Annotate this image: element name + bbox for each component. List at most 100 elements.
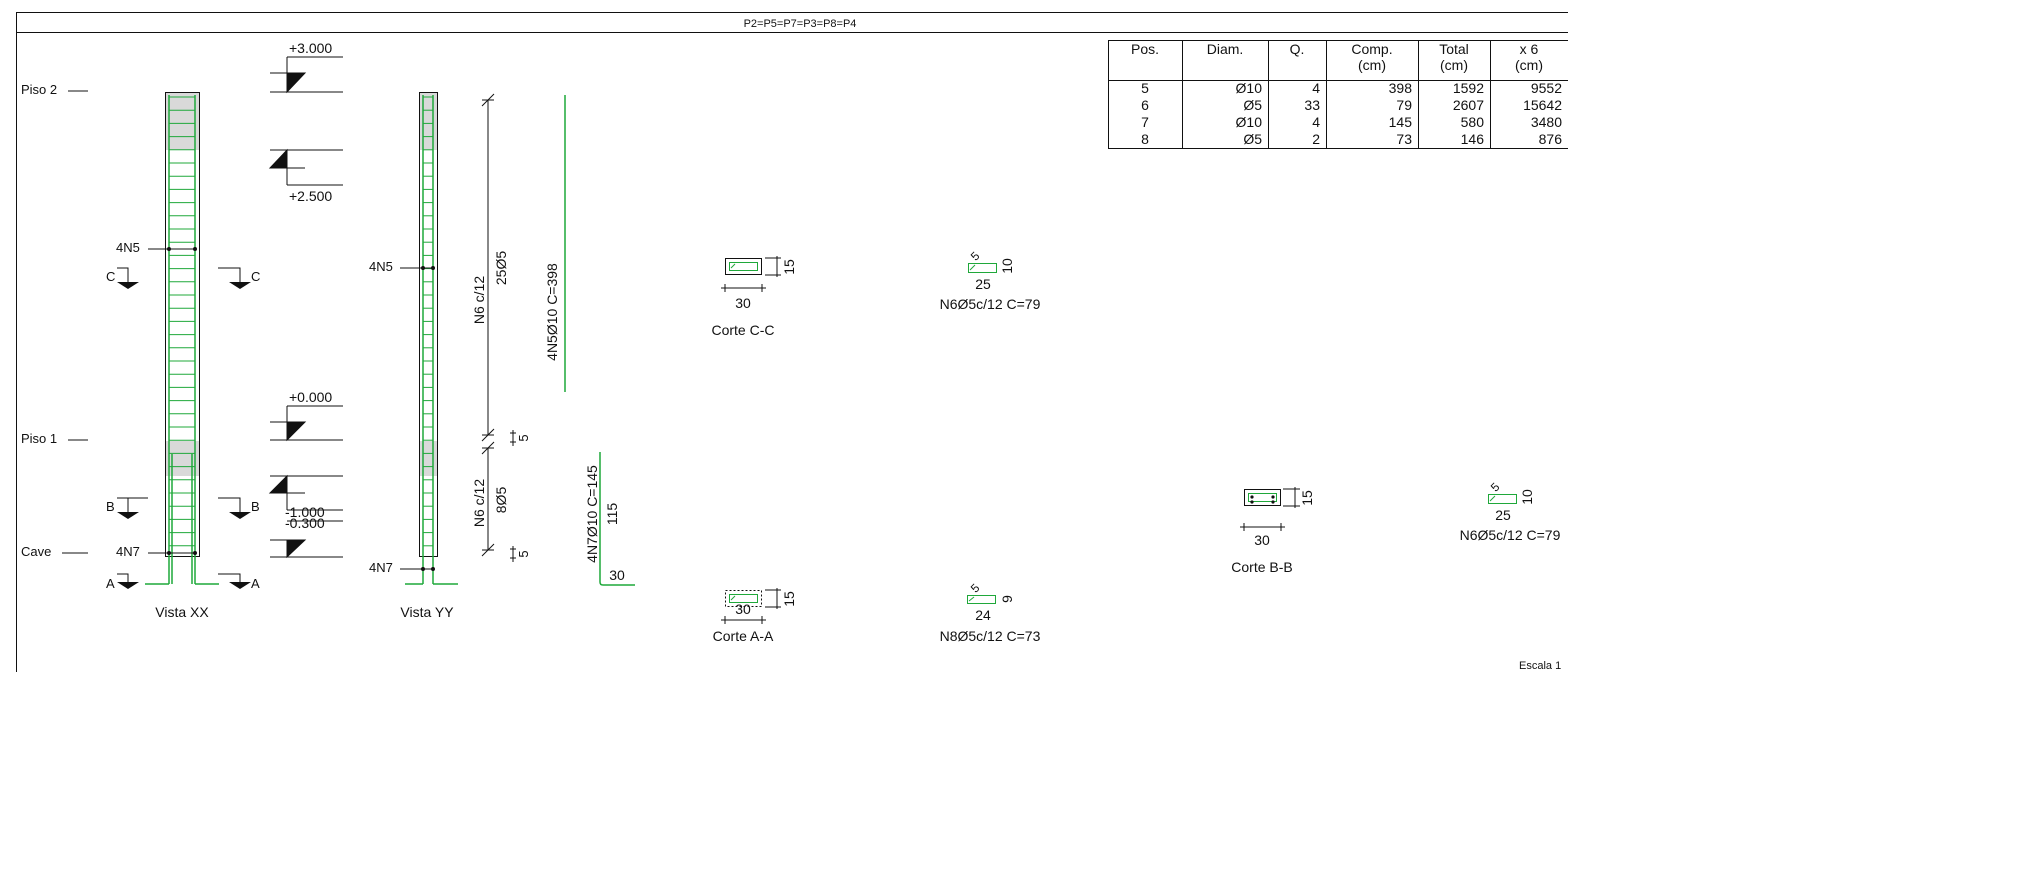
table-cell: 73 bbox=[1396, 131, 1412, 147]
dot-n5-yy-left bbox=[421, 266, 425, 270]
bar-label-n7-yy: 4N7 bbox=[369, 560, 393, 575]
svg-text:B: B bbox=[251, 499, 260, 514]
gap-label-bottom: 5 bbox=[516, 550, 531, 557]
corte-c-c: 30 15 Corte C-C bbox=[711, 256, 797, 338]
vista-xx: Piso 2 Piso 1 Cave 4N5 4N7 C bbox=[21, 82, 260, 620]
bar-n7-vertical-length: 115 bbox=[604, 503, 620, 526]
corte-a-a: 30 15 Corte A-A bbox=[713, 588, 797, 644]
corte-aa-width: 30 bbox=[735, 601, 751, 617]
stirrup-2-height: 9 bbox=[999, 595, 1015, 603]
stirrup-lines-xx bbox=[169, 96, 195, 547]
gap-label-top: 5 bbox=[516, 434, 531, 441]
dot-n7-xx-left bbox=[167, 551, 171, 555]
dot-n7-xx-right bbox=[193, 551, 197, 555]
corte-cc-width: 30 bbox=[735, 295, 751, 311]
level-label-minus0300: -0.300 bbox=[285, 515, 325, 531]
corte-aa-label: Corte A-A bbox=[713, 628, 774, 644]
stirrup-lines-yy bbox=[423, 96, 433, 547]
drawing-frame bbox=[16, 12, 1568, 672]
table-header-unit: (cm) bbox=[1515, 57, 1543, 73]
table-cell: 4 bbox=[1312, 114, 1320, 130]
bar-label-n5-xx: 4N5 bbox=[116, 240, 140, 255]
stirrup-3-label: N6Ø5c/12 C=79 bbox=[1460, 527, 1561, 543]
corte-aa-height: 15 bbox=[781, 591, 797, 607]
level-label-zero: +0.000 bbox=[289, 389, 332, 405]
table-cell: 580 bbox=[1461, 114, 1485, 130]
table-cell: Ø5 bbox=[1243, 131, 1262, 147]
lower-stirrup-spacing: N6 c/12 bbox=[471, 479, 487, 527]
section-mark-a-left: A bbox=[106, 573, 139, 591]
view-caption-xx: Vista XX bbox=[155, 604, 209, 620]
section-mark-a-right: A bbox=[218, 573, 260, 591]
floor-label-cave: Cave bbox=[21, 544, 51, 559]
table-cell: 5 bbox=[1141, 80, 1149, 96]
corte-bb-label: Corte B-B bbox=[1231, 559, 1292, 575]
table-cell: 7 bbox=[1141, 114, 1149, 130]
table-cell: 4 bbox=[1312, 80, 1320, 96]
dot-n5-yy-right bbox=[431, 266, 435, 270]
table-header-unit: (cm) bbox=[1358, 57, 1386, 73]
table-header-cell: Pos. bbox=[1131, 41, 1159, 57]
dot-n5-xx-left bbox=[167, 247, 171, 251]
section-mark-c-left: C bbox=[106, 267, 139, 289]
bar-n7-hook-length: 30 bbox=[609, 567, 625, 583]
bar-detail-n7 bbox=[599, 452, 635, 586]
table-cell: 9552 bbox=[1531, 80, 1562, 96]
table-cell: 876 bbox=[1539, 131, 1563, 147]
stirrup-1-hook: 5 bbox=[968, 249, 983, 264]
table-cell: 3480 bbox=[1531, 114, 1562, 130]
section-mark-b-right: B bbox=[218, 497, 260, 519]
slab-hatch-top-yy bbox=[419, 92, 437, 150]
svg-text:C: C bbox=[251, 269, 260, 284]
rebar-schedule-table: Pos. Diam. Q. Comp.(cm)Total(cm)x 6(cm)5 Ø10… bbox=[1108, 40, 1568, 149]
dot-n7-yy-right bbox=[431, 567, 435, 571]
bar-label-n5-yy: 4N5 bbox=[369, 259, 393, 274]
corte-cc-height: 15 bbox=[781, 259, 797, 275]
stirrup-3-hook: 5 bbox=[1488, 480, 1503, 495]
scale-label: Escala 1 bbox=[1519, 660, 1561, 672]
table-cell: 79 bbox=[1396, 97, 1412, 113]
stirrup-1-height: 10 bbox=[999, 258, 1015, 274]
lower-stirrup-count: 8Ø5 bbox=[493, 487, 509, 514]
dot-n7-yy-left bbox=[421, 567, 425, 571]
table-header-cell: Q. bbox=[1290, 41, 1305, 57]
svg-text:B: B bbox=[106, 499, 115, 514]
table-header-unit: (cm) bbox=[1440, 57, 1468, 73]
vista-yy: 4N5 4N7 Vista YY bbox=[369, 92, 458, 620]
slab-hatch-mid bbox=[165, 441, 199, 476]
level-label-upper: +2.500 bbox=[289, 188, 332, 204]
stirrup-shape-3: 5 10 25 N6Ø5c/12 C=79 bbox=[1460, 480, 1561, 543]
stirrup-1-label: N6Ø5c/12 C=79 bbox=[940, 296, 1041, 312]
column-outline-xx bbox=[165, 92, 200, 557]
section-mark-c-right: C bbox=[218, 267, 260, 289]
svg-text:A: A bbox=[106, 576, 115, 591]
stirrup-2-width: 24 bbox=[975, 607, 991, 623]
section-mark-b-left: B bbox=[106, 497, 148, 519]
stirrup-shape-1: 5 10 25 N6Ø5c/12 C=79 bbox=[940, 249, 1041, 312]
table-cell: 146 bbox=[1461, 131, 1485, 147]
table-cell: Ø10 bbox=[1236, 114, 1263, 130]
svg-text:A: A bbox=[251, 576, 260, 591]
table-cell: 145 bbox=[1389, 114, 1413, 130]
bar-label-n7-xx: 4N7 bbox=[116, 544, 140, 559]
table-cell: 15642 bbox=[1523, 97, 1562, 113]
table-cell: 2607 bbox=[1453, 97, 1484, 113]
stirrup-dimension-lines bbox=[481, 93, 516, 562]
floor-label-piso1: Piso 1 bbox=[21, 431, 57, 446]
table-header-cell: Comp. bbox=[1351, 41, 1392, 57]
column-outline-yy bbox=[419, 92, 438, 557]
upper-stirrup-spacing: N6 c/12 bbox=[471, 276, 487, 324]
table-cell: 398 bbox=[1389, 80, 1413, 96]
table-border bbox=[1108, 40, 1568, 149]
level-label-minus1: -1.000 bbox=[285, 504, 325, 520]
sheet-title: P2=P5=P7=P3=P8=P4 bbox=[744, 18, 857, 30]
table-header-cell: Total bbox=[1439, 41, 1469, 57]
table-cell: 8 bbox=[1141, 131, 1149, 147]
bar-label-n7-detail: 4N7Ø10 C=145 bbox=[584, 465, 600, 563]
slab-hatch-top bbox=[165, 92, 199, 150]
stirrup-2-hook: 5 bbox=[968, 581, 983, 596]
corte-cc-label: Corte C-C bbox=[711, 322, 774, 338]
table-header-cell: Diam. bbox=[1207, 41, 1244, 57]
bar-label-n5-detail: 4N5Ø10 C=398 bbox=[544, 263, 560, 361]
table-cell: Ø10 bbox=[1236, 80, 1263, 96]
